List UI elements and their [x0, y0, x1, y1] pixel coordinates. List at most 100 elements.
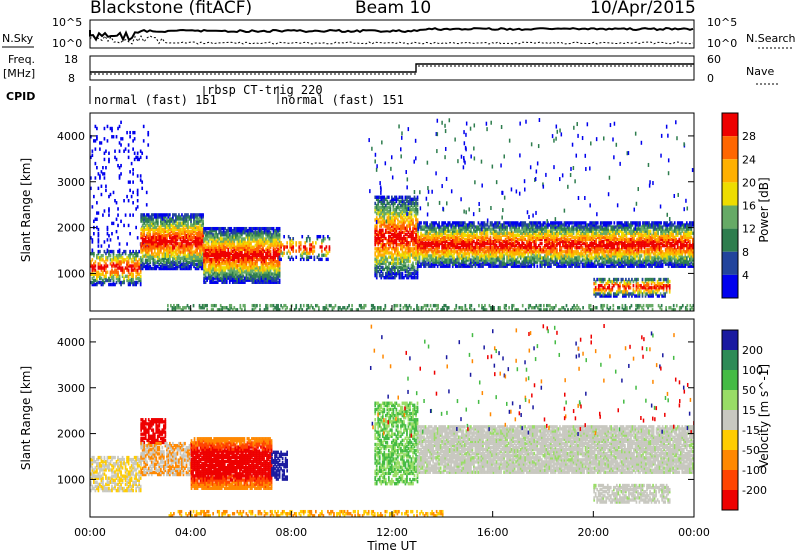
echo-cell — [209, 251, 211, 256]
echo-cell — [230, 266, 233, 270]
echo-cell — [283, 247, 285, 251]
echo-cell — [176, 252, 179, 256]
echo-cell — [175, 266, 177, 271]
echo-cell — [495, 258, 498, 262]
echo-cell — [307, 255, 310, 260]
echo-cell — [244, 270, 246, 274]
echo-cell — [524, 221, 527, 225]
echo-cell — [415, 251, 417, 255]
echo-cell — [473, 235, 475, 240]
echo-cell — [486, 239, 489, 244]
echo-cell — [465, 252, 468, 256]
echo-cell — [394, 197, 396, 202]
echo-cell — [224, 280, 227, 284]
echo-cell — [132, 256, 134, 260]
echo-cell — [242, 270, 245, 274]
echo-cell — [473, 229, 475, 233]
echo-cell — [462, 264, 465, 268]
echo-cell — [516, 252, 519, 256]
echo-cell — [102, 270, 104, 274]
echo-cell — [239, 243, 242, 247]
echo-cell — [404, 226, 407, 230]
echo-cell — [187, 242, 189, 246]
echo-cell — [141, 262, 144, 267]
echo-cell — [512, 231, 514, 235]
echo-cell — [215, 270, 218, 274]
echo-cell — [94, 176, 97, 180]
echo-cell — [289, 237, 292, 241]
echo-cell — [166, 213, 168, 217]
echo-cell — [272, 241, 275, 245]
echo-cell — [482, 239, 484, 244]
echo-cell — [429, 227, 431, 231]
echo-cell — [215, 268, 218, 272]
echo-cell — [245, 262, 248, 266]
echo-cell — [432, 227, 434, 231]
echo-cell — [528, 231, 531, 235]
echo-cell — [222, 241, 225, 245]
echo-cell — [415, 255, 417, 259]
echo-cell — [175, 231, 177, 236]
echo-cell — [103, 209, 106, 213]
echo-cell — [424, 252, 427, 256]
echo-cell — [100, 280, 103, 285]
echo-cell — [139, 280, 142, 285]
echo-cell — [193, 229, 195, 234]
echo-cell — [169, 235, 171, 240]
echo-cell — [194, 225, 197, 229]
echo-cell — [521, 252, 524, 256]
echo-cell — [158, 256, 161, 260]
echo-cell — [184, 256, 186, 260]
echo-cell — [146, 235, 149, 240]
echo-cell — [498, 237, 501, 242]
echo-cell — [215, 239, 218, 243]
echo-cell — [503, 264, 505, 268]
echo-cell — [215, 255, 218, 260]
echo-cell — [471, 235, 474, 240]
echo-cell — [182, 235, 185, 240]
echo-cell — [166, 264, 168, 269]
echo-cell — [136, 254, 139, 258]
echo-cell — [236, 276, 239, 280]
echo-cell — [149, 258, 152, 262]
echo-cell — [149, 227, 152, 232]
echo-cell — [244, 276, 246, 280]
echo-cell — [269, 272, 272, 276]
echo-cell — [444, 243, 447, 248]
echo-cell — [108, 234, 110, 238]
echo-cell — [433, 225, 436, 229]
echo-cell — [237, 231, 240, 235]
echo-cell — [197, 266, 200, 271]
echo-cell — [203, 280, 205, 284]
echo-cell — [228, 264, 231, 268]
echo-cell — [401, 212, 404, 216]
echo-cell — [327, 234, 329, 239]
echo-cell — [188, 264, 191, 269]
echo-cell — [268, 280, 270, 284]
echo-cell — [444, 260, 447, 264]
echo-cell — [389, 240, 392, 245]
echo-cell — [421, 241, 424, 246]
echo-cell — [407, 255, 410, 259]
echo-cell — [187, 227, 189, 232]
echo-cell — [162, 219, 165, 223]
echo-cell — [473, 245, 475, 250]
echo-cell — [225, 245, 228, 249]
echo-cell — [193, 256, 195, 260]
echo-cell — [421, 256, 424, 260]
echo-cell — [263, 266, 266, 270]
echo-cell — [242, 262, 245, 266]
echo-cell — [152, 240, 155, 244]
echo-cell — [507, 260, 510, 264]
echo-cell — [398, 226, 401, 230]
echo-cell — [237, 245, 240, 249]
echo-cell — [244, 241, 246, 245]
echo-cell — [430, 245, 433, 250]
echo-cell — [181, 266, 183, 271]
echo-cell — [149, 219, 152, 223]
echo-cell — [221, 237, 224, 241]
echo-cell — [257, 268, 260, 272]
echo-cell — [260, 276, 263, 280]
echo-cell — [129, 213, 131, 217]
echo-cell — [430, 241, 433, 246]
